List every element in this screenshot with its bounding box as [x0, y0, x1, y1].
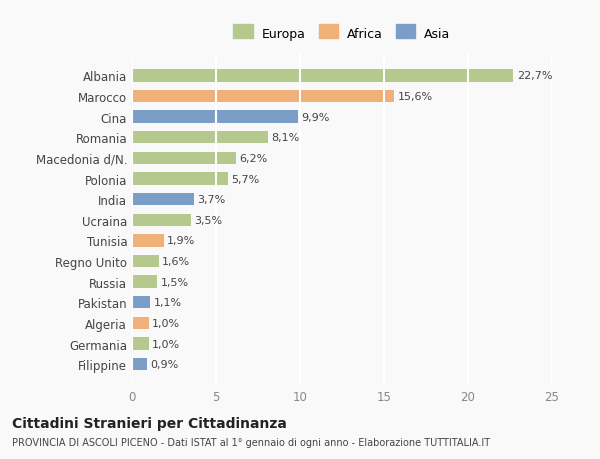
Bar [132, 338, 149, 350]
Text: 1,1%: 1,1% [154, 297, 182, 308]
Bar [132, 235, 164, 247]
Text: 6,2%: 6,2% [239, 154, 268, 163]
Bar [132, 214, 191, 226]
Text: 1,9%: 1,9% [167, 236, 196, 246]
Text: PROVINCIA DI ASCOLI PICENO - Dati ISTAT al 1° gennaio di ogni anno - Elaborazion: PROVINCIA DI ASCOLI PICENO - Dati ISTAT … [12, 437, 490, 447]
Bar [132, 152, 236, 165]
Text: 15,6%: 15,6% [397, 92, 433, 102]
Bar [132, 91, 394, 103]
Text: Cittadini Stranieri per Cittadinanza: Cittadini Stranieri per Cittadinanza [12, 416, 287, 430]
Bar [132, 173, 228, 185]
Text: 3,5%: 3,5% [194, 215, 222, 225]
Text: 0,9%: 0,9% [151, 359, 179, 369]
Bar [132, 132, 268, 144]
Bar [132, 70, 514, 83]
Text: 1,0%: 1,0% [152, 339, 180, 349]
Text: 22,7%: 22,7% [517, 71, 552, 81]
Text: 5,7%: 5,7% [231, 174, 259, 184]
Text: 1,5%: 1,5% [161, 277, 188, 287]
Text: 8,1%: 8,1% [271, 133, 299, 143]
Bar [132, 297, 151, 309]
Text: 9,9%: 9,9% [302, 112, 330, 123]
Bar [132, 358, 147, 370]
Bar [132, 255, 159, 268]
Bar [132, 194, 194, 206]
Bar [132, 111, 298, 123]
Legend: Europa, Africa, Asia: Europa, Africa, Asia [227, 22, 457, 47]
Text: 1,6%: 1,6% [162, 257, 190, 267]
Bar [132, 276, 157, 288]
Text: 3,7%: 3,7% [197, 195, 226, 205]
Bar [132, 317, 149, 330]
Text: 1,0%: 1,0% [152, 318, 180, 328]
